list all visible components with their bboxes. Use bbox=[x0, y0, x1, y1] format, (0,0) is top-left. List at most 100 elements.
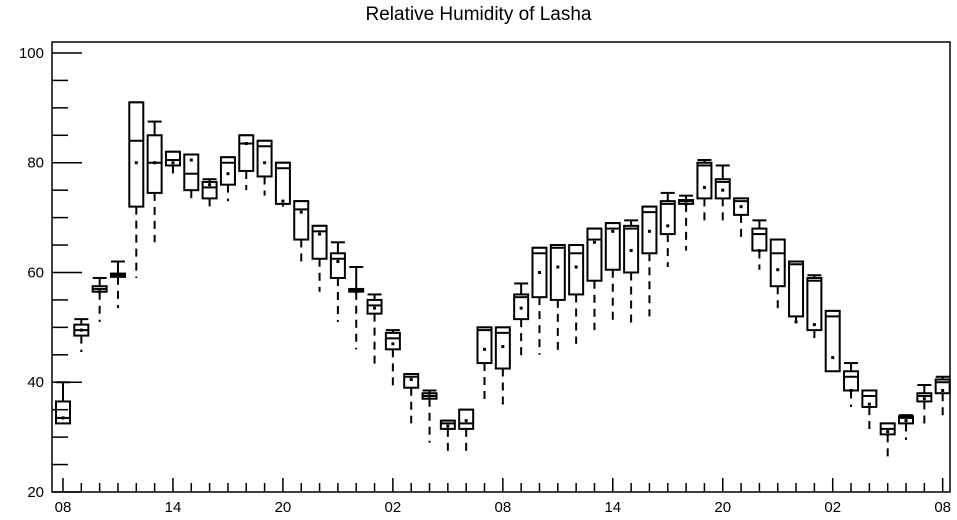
box-plot-hour bbox=[898, 414, 915, 440]
iqr-box bbox=[696, 161, 713, 200]
mean-marker bbox=[831, 356, 835, 360]
box-plot-hour bbox=[439, 419, 456, 457]
mean-marker bbox=[666, 224, 670, 228]
mean-marker bbox=[391, 342, 395, 346]
iqr-box bbox=[751, 227, 768, 252]
iqr-box bbox=[329, 252, 346, 279]
mean-marker bbox=[592, 240, 596, 244]
box-plot-hour bbox=[934, 375, 951, 421]
box-plot-hour bbox=[769, 238, 786, 309]
mean-marker bbox=[757, 249, 761, 253]
iqr-box bbox=[604, 222, 621, 271]
mean-marker bbox=[446, 424, 450, 428]
mean-marker bbox=[79, 328, 83, 332]
mean-marker bbox=[739, 205, 743, 209]
box-plot-hour bbox=[109, 260, 126, 309]
mean-marker bbox=[629, 249, 633, 253]
iqr-box bbox=[256, 139, 273, 178]
mean-marker bbox=[208, 183, 212, 187]
box-plot-hour bbox=[73, 318, 90, 353]
mean-marker bbox=[556, 265, 560, 269]
iqr-box bbox=[293, 200, 310, 241]
mean-marker bbox=[941, 388, 945, 392]
box-plot-hour bbox=[513, 282, 530, 361]
box-plot-hour bbox=[219, 156, 236, 202]
mean-marker bbox=[886, 430, 890, 434]
y-tick-label: 100 bbox=[19, 45, 44, 62]
iqr-box bbox=[274, 161, 291, 205]
y-tick-label: 80 bbox=[27, 155, 44, 172]
box-plot-hour bbox=[549, 244, 566, 355]
x-tick-label: 20 bbox=[714, 499, 731, 516]
box-plot-hour bbox=[54, 381, 71, 425]
mean-marker bbox=[464, 419, 468, 423]
mean-marker bbox=[153, 161, 157, 165]
box-plot-hour bbox=[403, 373, 420, 424]
box-plot-hour bbox=[879, 422, 896, 460]
chart-title: Relative Humidity of Lasha bbox=[365, 4, 592, 25]
box-plot-hour bbox=[329, 241, 346, 322]
mean-marker bbox=[61, 416, 65, 420]
mean-marker bbox=[244, 142, 248, 146]
y-tick-label: 60 bbox=[27, 264, 44, 281]
iqr-box bbox=[311, 224, 328, 260]
box-plot-hour bbox=[494, 326, 511, 407]
box-plot-hour bbox=[146, 120, 163, 243]
mean-marker bbox=[519, 306, 523, 310]
mean-marker bbox=[263, 161, 267, 165]
box-plot-hour bbox=[916, 383, 933, 429]
mean-marker bbox=[226, 172, 230, 176]
x-tick-label: 08 bbox=[494, 499, 511, 516]
box-plot-hour bbox=[164, 150, 181, 180]
mean-marker bbox=[721, 188, 725, 192]
mean-marker bbox=[867, 402, 871, 406]
x-tick-label: 02 bbox=[824, 499, 841, 516]
x-tick-label: 08 bbox=[934, 499, 951, 516]
x-tick-label: 14 bbox=[604, 499, 621, 516]
box-plot-hour bbox=[604, 222, 621, 322]
box-plot-hour bbox=[128, 101, 145, 278]
box-plot-hour bbox=[91, 276, 108, 322]
x-tick-label: 14 bbox=[165, 499, 182, 516]
box-plot-hour bbox=[678, 194, 695, 251]
iqr-box bbox=[843, 370, 860, 392]
mean-marker bbox=[702, 185, 706, 189]
box-plot-hour bbox=[201, 178, 218, 213]
box-plot-hour bbox=[348, 266, 365, 350]
box-plot-hour bbox=[824, 309, 841, 373]
mean-marker bbox=[318, 232, 322, 236]
iqr-box bbox=[238, 134, 255, 172]
mean-marker bbox=[116, 273, 120, 277]
box-plot-hour bbox=[641, 205, 658, 317]
mean-marker bbox=[428, 394, 432, 398]
iqr-box bbox=[219, 156, 236, 186]
mean-marker bbox=[849, 388, 853, 392]
iqr-box bbox=[128, 101, 145, 208]
box-plot-hour bbox=[788, 260, 805, 324]
mean-marker bbox=[281, 199, 285, 203]
box-plot-hour bbox=[476, 326, 493, 402]
box-plot-hour bbox=[311, 224, 328, 292]
iqr-box bbox=[806, 276, 823, 332]
iqr-box bbox=[476, 326, 493, 365]
box-plot-hour bbox=[861, 389, 878, 432]
box-plot-hour bbox=[623, 219, 640, 325]
box-plot-hour bbox=[659, 191, 676, 267]
mean-marker bbox=[409, 378, 413, 381]
iqr-box bbox=[54, 400, 71, 425]
mean-marker bbox=[647, 229, 651, 233]
iqr-box bbox=[201, 180, 218, 200]
mean-marker bbox=[299, 210, 303, 214]
mean-marker bbox=[336, 260, 340, 264]
box-plot-hour bbox=[531, 246, 548, 355]
mean-marker bbox=[373, 306, 377, 310]
plot-frame bbox=[51, 41, 951, 493]
mean-marker bbox=[483, 347, 487, 351]
mean-marker bbox=[776, 268, 780, 272]
mean-marker bbox=[354, 290, 358, 294]
y-tick-label: 20 bbox=[27, 484, 44, 501]
axes: 20 40 60 80 100 08 14 20 02 08 14 20 02 08 bbox=[19, 41, 951, 516]
mean-marker bbox=[171, 161, 175, 165]
box-plot-hour bbox=[586, 227, 603, 331]
